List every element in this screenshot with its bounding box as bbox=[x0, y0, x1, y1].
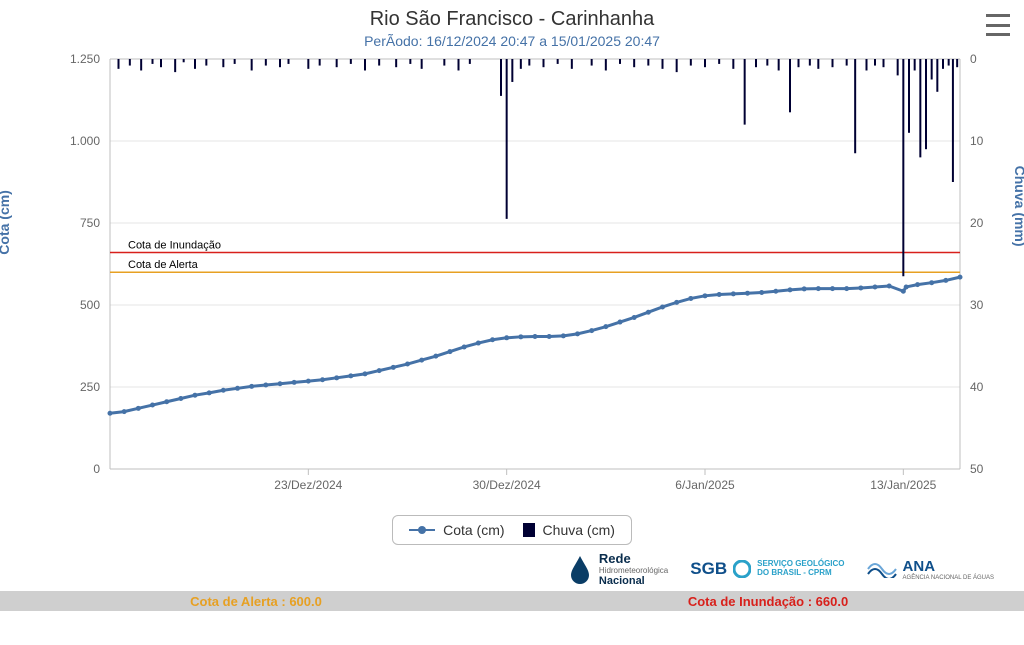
logo-ana-acronym: ANA bbox=[903, 558, 994, 575]
chart-legend: Cota (cm) Chuva (cm) bbox=[392, 515, 632, 545]
chart-area: Cota (cm) Chuva (mm) 02505007501.0001.25… bbox=[0, 49, 1024, 509]
legend-item-cota[interactable]: Cota (cm) bbox=[409, 522, 504, 538]
svg-text:13/Jan/2025: 13/Jan/2025 bbox=[870, 478, 936, 492]
chart-header: Rio São Francisco - Carinhanha PerÃodo: … bbox=[0, 0, 1024, 49]
legend-chuva-label: Chuva (cm) bbox=[543, 522, 615, 538]
logo-rede: Rede Hidrometeorológica Nacional bbox=[567, 551, 668, 587]
legend-swatch-bar-icon bbox=[523, 523, 535, 537]
y-left-axis-label: Cota (cm) bbox=[0, 190, 12, 255]
svg-text:10: 10 bbox=[970, 134, 984, 148]
globe-icon bbox=[733, 560, 751, 578]
footer-alerta: Cota de Alerta : 600.0 bbox=[0, 594, 512, 609]
logo-row: Rede Hidrometeorológica Nacional SGB SER… bbox=[0, 545, 1024, 591]
svg-text:6/Jan/2025: 6/Jan/2025 bbox=[675, 478, 735, 492]
svg-text:30: 30 bbox=[970, 298, 984, 312]
svg-text:1.000: 1.000 bbox=[70, 134, 100, 148]
svg-text:40: 40 bbox=[970, 380, 984, 394]
logo-rede-line1: Rede bbox=[599, 551, 668, 566]
svg-text:23/Dez/2024: 23/Dez/2024 bbox=[274, 478, 342, 492]
svg-text:1.250: 1.250 bbox=[70, 52, 100, 66]
logo-sgb: SGB SERVIÇO GEOLÓGICO DO BRASIL - CPRM bbox=[690, 559, 844, 579]
chart-svg: 0 250 500 750 1.000 1.250 0 10 20 30 40 50 23/Dez/20… bbox=[0, 49, 1024, 509]
legend-item-chuva[interactable]: Chuva (cm) bbox=[523, 522, 615, 538]
legend-cota-label: Cota (cm) bbox=[443, 522, 504, 538]
chart-title: Rio São Francisco - Carinhanha bbox=[0, 8, 1024, 31]
svg-text:500: 500 bbox=[80, 298, 100, 312]
svg-text:20: 20 bbox=[970, 216, 984, 230]
svg-text:Cota de Inundação: Cota de Inundação bbox=[128, 240, 221, 252]
logo-ana: ANA AGÊNCIA NACIONAL DE ÁGUAS bbox=[867, 558, 994, 581]
svg-text:750: 750 bbox=[80, 216, 100, 230]
logo-rede-line3: Nacional bbox=[599, 575, 668, 587]
footer-status-bar: Cota de Alerta : 600.0 Cota de Inundação… bbox=[0, 591, 1024, 611]
svg-text:50: 50 bbox=[970, 462, 984, 476]
chart-menu-button[interactable] bbox=[986, 14, 1010, 36]
chart-subtitle: PerÃodo: 16/12/2024 20:47 a 15/01/2025 2… bbox=[0, 33, 1024, 49]
svg-text:0: 0 bbox=[970, 52, 977, 66]
svg-text:Cota de Alerta: Cota de Alerta bbox=[128, 259, 199, 271]
legend-swatch-line-icon bbox=[409, 529, 435, 531]
y-right-axis-label: Chuva (mm) bbox=[1012, 166, 1024, 247]
logo-sgb-acronym: SGB bbox=[690, 559, 727, 579]
svg-text:30/Dez/2024: 30/Dez/2024 bbox=[473, 478, 541, 492]
logo-rede-line2: Hidrometeorológica bbox=[599, 566, 668, 575]
svg-text:250: 250 bbox=[80, 380, 100, 394]
droplet-icon bbox=[567, 554, 593, 584]
logo-ana-line1: AGÊNCIA NACIONAL DE ÁGUAS bbox=[903, 575, 994, 581]
wave-icon bbox=[867, 560, 897, 578]
svg-text:0: 0 bbox=[93, 462, 100, 476]
footer-inundacao: Cota de Inundação : 660.0 bbox=[512, 594, 1024, 609]
logo-sgb-line2: DO BRASIL - CPRM bbox=[757, 569, 844, 578]
